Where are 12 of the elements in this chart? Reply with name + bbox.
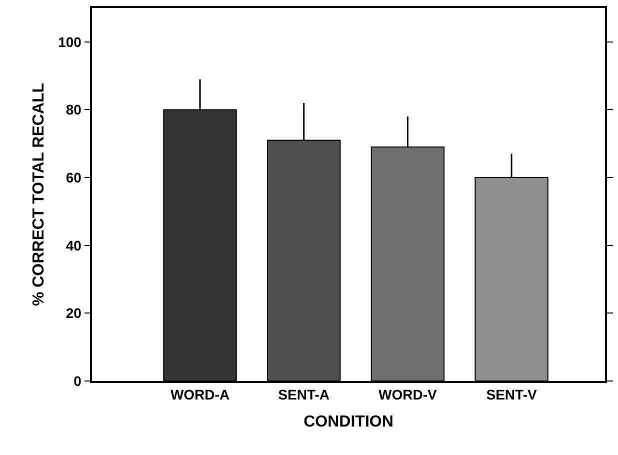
x-tick-label: SENT-V [486, 386, 538, 403]
y-tick-label: 80 [66, 102, 82, 118]
y-tick-label: 0 [74, 372, 82, 389]
y-tick-label: 40 [66, 237, 82, 254]
y-tick-label: 60 [66, 169, 82, 186]
x-axis-title: CONDITION [304, 414, 394, 431]
y-axis-title: % CORRECT TOTAL RECALL [30, 82, 48, 306]
x-tick-label: SENT-A [278, 386, 330, 403]
y-tick-label: 20 [66, 305, 82, 322]
x-tick-label: WORD-A [170, 386, 230, 403]
y-tick-label: 100 [58, 34, 82, 50]
x-tick-label: WORD-V [378, 386, 438, 403]
